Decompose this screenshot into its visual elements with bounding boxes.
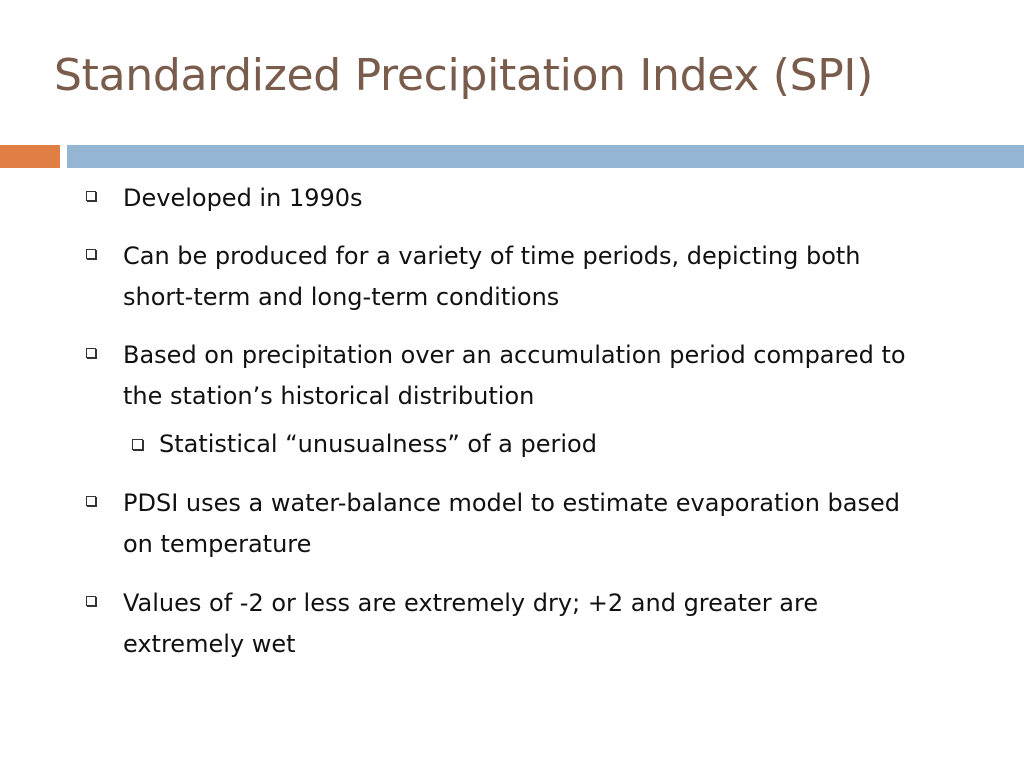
square-bullet-icon: [132, 439, 143, 450]
bullet-text: Can be produced for a variety of time pe…: [123, 242, 861, 311]
title-divider-bar: [67, 145, 1024, 168]
accent-bar: [0, 145, 60, 168]
square-bullet-icon: [86, 496, 96, 506]
bullet-text: Based on precipitation over an accumulat…: [123, 341, 906, 410]
square-bullet-icon: [86, 348, 96, 358]
square-bullet-icon: [86, 249, 96, 259]
bullet-text: Values of -2 or less are extremely dry; …: [123, 589, 819, 658]
bullet-text: PDSI uses a water-balance model to estim…: [123, 489, 900, 558]
square-bullet-icon: [86, 596, 96, 606]
slide-title: Standardized Precipitation Index (SPI): [54, 50, 873, 101]
sub-bullet-text: Statistical “unusualness” of a period: [159, 430, 597, 458]
square-bullet-icon: [86, 191, 96, 201]
bullet-text: Developed in 1990s: [123, 184, 363, 212]
